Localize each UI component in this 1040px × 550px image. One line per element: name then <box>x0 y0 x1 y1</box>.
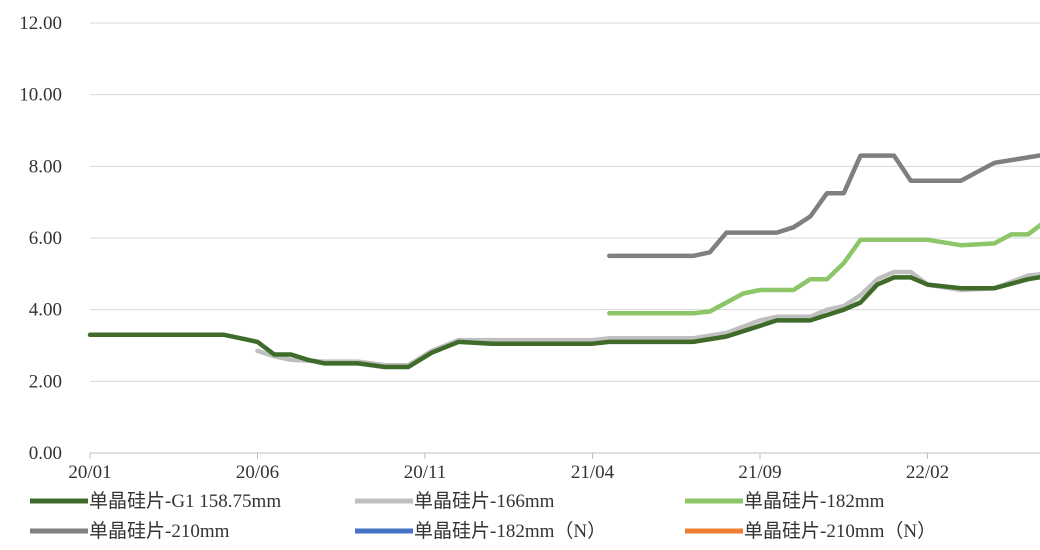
series-line <box>607 222 1040 316</box>
x-tick-label: 21/04 <box>571 462 615 483</box>
x-tick-label: 20/06 <box>236 462 279 483</box>
x-tick-label: 21/09 <box>738 462 781 483</box>
y-tick-label: 0.00 <box>29 443 62 464</box>
legend-label: 单晶硅片-182mm <box>744 490 885 512</box>
legend-label: 单晶硅片-166mm <box>414 490 555 512</box>
y-tick-label: 2.00 <box>29 371 62 392</box>
plot-area <box>87 153 1040 370</box>
y-axis: 0.00 2.00 4.00 6.00 8.00 10.00 12.00 <box>19 13 62 464</box>
series-line <box>607 153 1040 259</box>
y-tick-label: 10.00 <box>19 85 62 106</box>
y-tick-label: 4.00 <box>29 300 62 321</box>
x-tick-label: 22/02 <box>906 462 949 483</box>
legend-label: 单晶硅片-182mm（N） <box>414 520 606 542</box>
series-line <box>87 274 1040 370</box>
legend-label: 单晶硅片-G1 158.75mm <box>89 490 281 512</box>
legend-label: 单晶硅片-210mm（N） <box>744 520 936 542</box>
y-tick-label: 8.00 <box>29 156 62 177</box>
x-tick-label: 20/11 <box>404 462 447 483</box>
x-axis: 20/0120/0620/1121/0421/0922/0222/0722/12… <box>68 452 1040 483</box>
y-tick-label: 12.00 <box>19 13 62 34</box>
gridlines <box>90 22 1040 382</box>
series-line <box>255 269 1040 368</box>
legend: 单晶硅片-G1 158.75mm 单晶硅片-166mm 单晶硅片-182mm 单晶硅片… <box>30 490 936 542</box>
x-tick-label: 20/01 <box>68 462 111 483</box>
legend-label: 单晶硅片-210mm <box>89 520 230 542</box>
y-tick-label: 6.00 <box>29 228 62 249</box>
